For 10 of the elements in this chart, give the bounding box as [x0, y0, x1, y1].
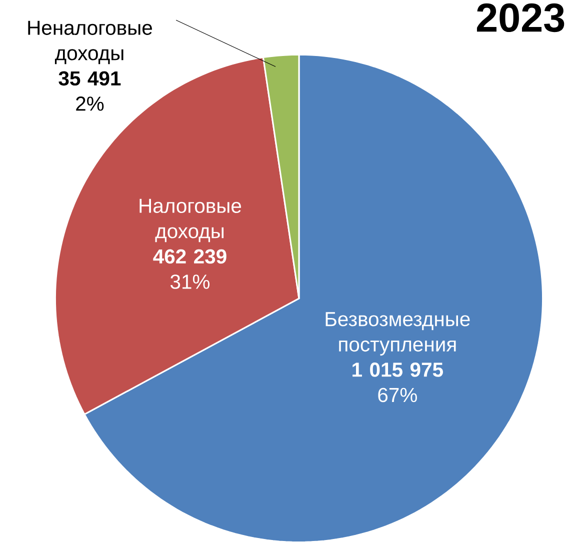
data-label: 1 015 975: [352, 362, 443, 377]
slice-label: Неналоговые доходы: [28, 20, 152, 64]
slice-label: Безвозмездные поступления: [326, 312, 470, 356]
text: 31%: [170, 274, 210, 289]
slice-label: Налоговые доходы: [140, 198, 242, 242]
data-label: 462 239: [153, 249, 226, 264]
text: 2%: [76, 96, 104, 111]
chart-title: 2023: [476, 3, 564, 32]
text: 67%: [378, 388, 417, 402]
data-label: 35 491: [58, 71, 121, 86]
